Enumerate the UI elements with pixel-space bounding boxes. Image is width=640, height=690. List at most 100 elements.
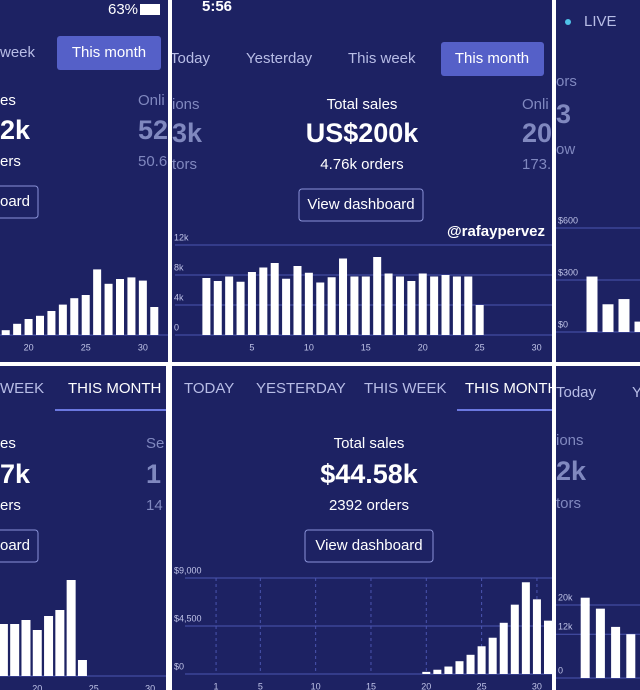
x-tick-label: 1 [214, 681, 219, 690]
bar [259, 267, 268, 335]
bar [202, 278, 211, 335]
tab[interactable]: week [0, 44, 36, 61]
tab[interactable]: This week [348, 50, 416, 67]
label: 14 [146, 497, 163, 514]
tab-active[interactable] [441, 42, 544, 76]
value: 7k [0, 459, 31, 489]
bar [452, 276, 461, 335]
tab[interactable]: LIVE [584, 13, 617, 30]
bar [81, 295, 90, 335]
label: ions [556, 432, 584, 449]
x-tick-label: 25 [89, 683, 99, 690]
tab[interactable]: YESTERDAY [256, 380, 346, 397]
bar [293, 266, 302, 335]
tab[interactable]: Today [172, 50, 211, 67]
bar [0, 624, 8, 676]
tab[interactable]: Y [632, 384, 640, 401]
tab[interactable]: WEEK [0, 380, 44, 397]
x-tick-label: 15 [366, 681, 376, 690]
value: $44.58k [320, 459, 419, 489]
bar [327, 277, 336, 335]
label: Total sales [334, 435, 405, 452]
panel: TODAY YESTERDAY THIS WEEK THIS MONTH Tot… [172, 366, 552, 690]
label: Onli [522, 96, 549, 113]
tab[interactable]: This month [455, 50, 529, 67]
button-text[interactable]: oard [0, 193, 30, 210]
label: ions [172, 96, 200, 113]
watermark: @rafaypervez [447, 223, 545, 240]
bar [247, 272, 256, 335]
tab[interactable]: THIS MONTH [465, 380, 552, 397]
bar [58, 304, 67, 335]
y-tick-label: $600 [558, 215, 578, 225]
panel: Today Y ions 2k tors 0 12k 20k [556, 366, 640, 690]
bar [104, 283, 113, 335]
y-tick-label: $4,500 [174, 613, 202, 623]
bar [444, 666, 453, 674]
bar [282, 278, 291, 335]
panel: 5:56 Today Yesterday This week This mont… [172, 0, 552, 362]
label: ers [0, 497, 21, 514]
bar [532, 599, 541, 674]
bar [510, 604, 519, 674]
label: es [0, 92, 16, 109]
bar [70, 298, 79, 335]
bar [77, 660, 87, 676]
button-text[interactable]: View dashboard [315, 537, 422, 554]
bar [304, 272, 313, 335]
label: 50.6 [138, 153, 167, 170]
value: 3k [172, 118, 203, 148]
x-tick-label: 20 [418, 342, 428, 352]
bar [464, 276, 473, 335]
x-tick-label: 20 [24, 342, 34, 352]
button[interactable] [304, 529, 434, 563]
x-tick-label: 30 [138, 342, 148, 352]
tab[interactable]: TODAY [184, 380, 234, 397]
label: 4.76k orders [320, 156, 403, 173]
bar [475, 305, 484, 335]
x-tick-label: 5 [258, 681, 263, 690]
tab[interactable]: This month [72, 44, 146, 61]
button-text[interactable]: oard [0, 537, 30, 554]
bar [339, 258, 348, 335]
bar [626, 634, 636, 678]
value: 20 [522, 118, 552, 148]
tab[interactable]: Yesterday [246, 50, 313, 67]
bar [1, 330, 10, 335]
bar [422, 671, 431, 674]
label: ors [556, 73, 577, 90]
value: 3 [556, 99, 571, 129]
x-tick-label: 30 [145, 683, 155, 690]
bar [611, 626, 621, 678]
button[interactable] [0, 529, 39, 563]
button[interactable] [0, 185, 39, 219]
label: tors [172, 156, 197, 173]
panel: WEEK THIS MONTH es 7k ers oard Se 1 14 2… [0, 366, 166, 690]
button[interactable] [298, 188, 424, 222]
bar [150, 307, 159, 335]
y-tick-label: 0 [174, 322, 179, 332]
bar [384, 273, 393, 335]
bar [407, 281, 416, 335]
bar [418, 273, 427, 335]
x-tick-label: 20 [32, 683, 42, 690]
bar [55, 610, 65, 676]
bar [24, 319, 33, 335]
button-text[interactable]: View dashboard [307, 196, 414, 213]
battery-icon [140, 4, 160, 15]
tab[interactable]: THIS MONTH [68, 380, 161, 397]
tab[interactable]: THIS WEEK [364, 380, 447, 397]
y-tick-label: 12k [558, 622, 573, 632]
tab-active[interactable] [57, 36, 161, 70]
label: es [0, 435, 16, 452]
label: Onli [138, 92, 165, 109]
bar [433, 669, 442, 674]
bar [586, 276, 598, 332]
y-tick-label: $0 [174, 661, 184, 671]
bar [580, 597, 590, 678]
bar [602, 304, 614, 332]
tab[interactable]: Today [556, 384, 597, 401]
x-tick-label: 5 [249, 342, 254, 352]
x-tick-label: 30 [532, 681, 542, 690]
